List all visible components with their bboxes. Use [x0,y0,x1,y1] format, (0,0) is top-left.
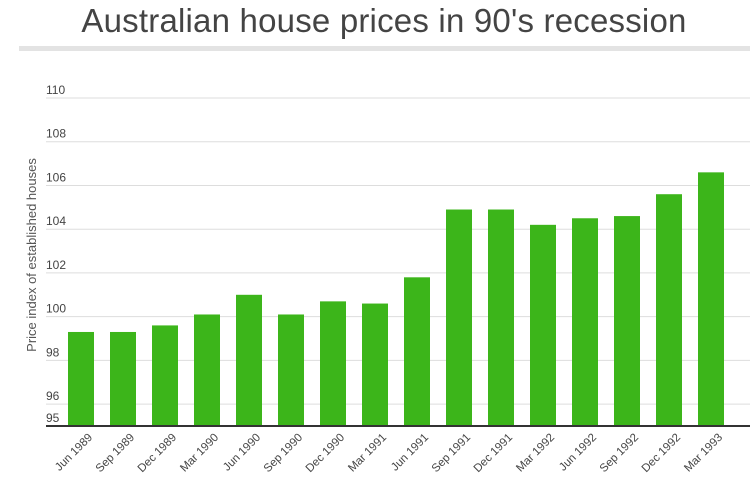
y-tick-label: 98 [46,345,60,359]
x-tick-label: Sep 1989 [94,432,137,475]
x-tick-label: Dec 1989 [136,432,179,475]
y-tick-label: 104 [46,214,66,228]
x-tick-label: Mar 1990 [178,432,221,475]
gridlines [46,97,750,405]
y-tick-label: 100 [46,302,66,316]
bar [110,331,136,426]
x-tick-label: Dec 1992 [640,432,683,475]
bar [152,325,178,426]
bar [194,314,220,426]
x-tick-label: Sep 1990 [262,432,305,475]
y-tick-label: 110 [46,83,65,97]
bar [530,224,556,426]
bar [404,277,430,426]
y-tick-label: 102 [46,258,66,272]
y-axis-ticks: 95 96 98 100 102 104 106 108 110 [46,83,66,425]
x-tick-label: Jun 1990 [221,432,263,474]
bar [446,209,472,426]
title-divider [19,46,750,51]
x-tick-label: Jun 1989 [53,432,95,474]
x-tick-label: Jun 1992 [557,432,599,474]
x-tick-label: Sep 1992 [598,432,641,475]
x-tick-label: Dec 1990 [304,432,347,475]
bar [614,216,640,426]
x-tick-label: Dec 1991 [472,432,515,475]
x-tick-label: Sep 1991 [430,432,473,475]
bar [362,303,388,426]
bar [698,172,724,426]
y-tick-label: 95 [46,411,60,425]
bar [278,314,304,426]
y-tick-label: 108 [46,127,66,141]
bar [656,194,682,426]
x-tick-label: Mar 1993 [682,432,725,475]
x-tick-label: Jun 1991 [389,432,431,474]
bar [68,331,94,426]
y-tick-label: 96 [46,389,60,403]
x-tick-label: Mar 1992 [514,432,557,475]
x-tick-label: Mar 1991 [346,432,389,475]
y-tick-label: 106 [46,170,66,184]
bars [68,172,724,426]
chart-title: Australian house prices in 90's recessio… [81,2,687,39]
bar [320,301,346,426]
bar [488,209,514,426]
bar [236,294,262,426]
bar [572,218,598,426]
y-axis-label: Price index of established houses [24,158,39,352]
